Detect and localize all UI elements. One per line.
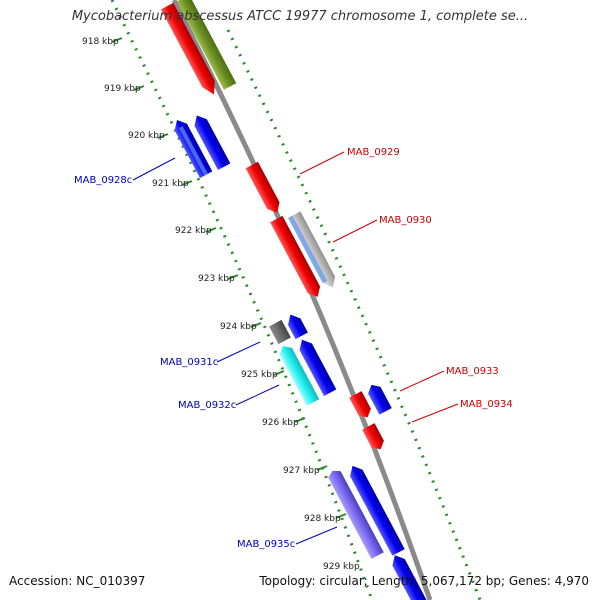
feature-mab-0930-red[interactable] bbox=[270, 215, 324, 300]
gene-label-mab-0928c[interactable]: MAB_0928c bbox=[74, 175, 132, 186]
gene-label-mab-0935c[interactable]: MAB_0935c bbox=[237, 539, 295, 550]
tick-926 bbox=[294, 417, 306, 423]
feature-olive-top[interactable] bbox=[176, 0, 237, 90]
gene-label-mab-0934[interactable]: MAB_0934 bbox=[460, 399, 513, 410]
feature-mab-0934-a[interactable] bbox=[349, 391, 374, 421]
feature-mab-0928c-b[interactable] bbox=[191, 112, 231, 171]
tick-label-927: 927 kbp bbox=[283, 466, 320, 476]
feature-mab-0934-b[interactable] bbox=[362, 423, 387, 453]
tick-924 bbox=[250, 322, 262, 328]
tick-921 bbox=[181, 180, 193, 186]
leader-mab-0931c bbox=[216, 341, 261, 363]
leader-mab-0930 bbox=[332, 219, 378, 243]
leader-mab-0935c bbox=[295, 526, 338, 545]
tick-label-926: 926 kbp bbox=[262, 418, 299, 428]
feature-blue-bottom[interactable] bbox=[389, 552, 429, 600]
feature-mab-0929[interactable] bbox=[245, 161, 284, 216]
leader-lines bbox=[132, 151, 459, 545]
tick-label-929: 929 kbp bbox=[323, 562, 360, 572]
feature-mab-0932c-cyan[interactable] bbox=[277, 343, 320, 406]
accession-text: Accession: NC_010397 bbox=[9, 574, 146, 588]
feature-gray-small[interactable] bbox=[269, 319, 291, 345]
feature-mab-0930-silver[interactable] bbox=[288, 211, 339, 290]
tick-927 bbox=[316, 465, 328, 471]
leader-mab-0933 bbox=[399, 370, 445, 392]
gene-label-mab-0933[interactable]: MAB_0933 bbox=[446, 366, 499, 377]
feature-red-top[interactable] bbox=[160, 2, 220, 98]
feature-mab-0928c-a[interactable] bbox=[171, 117, 213, 179]
tick-dotted-track bbox=[110, 0, 374, 600]
tick-925 bbox=[273, 370, 285, 376]
gene-label-mab-0932c[interactable]: MAB_0932c bbox=[178, 400, 236, 411]
topology-stats-text: Topology: circular; Length: 5,067,172 bp… bbox=[259, 574, 589, 588]
tick-label-920: 920 kbp bbox=[128, 131, 165, 141]
tick-922 bbox=[205, 227, 217, 233]
feature-mab-0935c-blue[interactable] bbox=[346, 463, 405, 556]
tick-label-923: 923 kbp bbox=[198, 274, 235, 284]
map-title: Mycobacterium abscessus ATCC 19977 chrom… bbox=[71, 9, 529, 24]
gene-label-mab-0929[interactable]: MAB_0929 bbox=[347, 147, 400, 158]
gene-label-mab-0931c[interactable]: MAB_0931c bbox=[160, 357, 218, 368]
feature-blue-small[interactable] bbox=[284, 311, 308, 340]
tick-919 bbox=[133, 85, 145, 91]
tick-marks bbox=[111, 37, 347, 519]
gene-label-mab-0930[interactable]: MAB_0930 bbox=[379, 215, 432, 226]
leader-mab-0929 bbox=[299, 151, 345, 175]
feature-mab-0935c-purple[interactable] bbox=[326, 468, 384, 559]
leader-mab-0934 bbox=[411, 403, 459, 423]
feature-mab-0933[interactable] bbox=[365, 382, 392, 415]
tick-label-925: 925 kbp bbox=[241, 370, 278, 380]
tick-920 bbox=[157, 133, 169, 139]
leader-mab-0928c bbox=[132, 157, 176, 181]
tick-label-918: 918 kbp bbox=[82, 37, 119, 47]
tick-label-921: 921 kbp bbox=[152, 179, 189, 189]
tick-923 bbox=[227, 274, 239, 280]
leader-mab-0932c bbox=[235, 384, 280, 406]
tick-918 bbox=[111, 37, 123, 43]
tick-label-924: 924 kbp bbox=[220, 322, 257, 332]
tick-label-919: 919 kbp bbox=[104, 84, 141, 94]
tick-928 bbox=[335, 513, 347, 519]
feature-mab-0931c-blue[interactable] bbox=[296, 336, 337, 397]
tick-label-922: 922 kbp bbox=[175, 226, 212, 236]
tick-label-928: 928 kbp bbox=[304, 514, 341, 524]
